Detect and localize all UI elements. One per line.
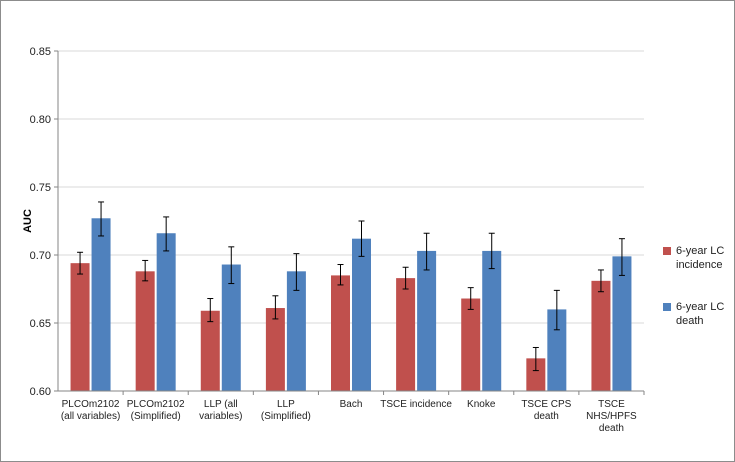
bar-1: [352, 238, 371, 391]
legend-swatch-1: [663, 303, 671, 311]
bar-1: [417, 250, 437, 391]
y-tick-label: 0.75: [30, 182, 51, 194]
x-tick-label-line: (all variables): [61, 411, 120, 422]
bar-0: [135, 271, 155, 391]
bar-0: [461, 298, 481, 391]
bar-1: [91, 218, 111, 391]
legend-label-line: 6-year LC: [676, 301, 724, 313]
x-tick-label-line: LLP: [277, 399, 295, 410]
x-tick-label: TSCE incidence: [380, 399, 452, 410]
x-tick-label-line: PLCOm2102: [127, 399, 185, 410]
legend-label-line: 6-year LC: [676, 245, 724, 257]
x-tick-label-line: PLCOm2102: [62, 399, 120, 410]
bar-1: [156, 233, 176, 391]
x-tick-label-line: Knoke: [467, 399, 496, 410]
legend-label-1: 6-year LC death: [676, 301, 724, 327]
bar-0: [265, 308, 285, 391]
bars: [70, 218, 632, 391]
y-tick-label: 0.65: [30, 318, 51, 330]
x-tick-label-line: (Simplified): [261, 411, 311, 422]
x-tick-label-line: death: [599, 423, 624, 434]
legend-label-line: incidence: [676, 259, 722, 271]
x-tick-label-line: TSCE CPS: [521, 399, 571, 410]
legend: 6-year LC incidence 6-year LC death: [663, 245, 724, 327]
legend-swatch-0: [663, 247, 671, 255]
bar-1: [221, 264, 241, 391]
bar-1: [482, 250, 502, 391]
x-tick-label-line: Bach: [340, 399, 363, 410]
bar-0: [70, 263, 90, 391]
x-tick-label: LLP (Simplified): [261, 399, 311, 422]
x-tick-label: TSCE CPS death: [521, 399, 571, 422]
y-axis-label: AUC: [22, 209, 34, 233]
x-tick-label-line: variables): [199, 411, 242, 422]
legend-label-0: 6-year LC incidence: [676, 245, 724, 271]
x-tick-label: TSCE NHS/HPFS death: [586, 399, 637, 434]
y-tick-label: 0.85: [30, 46, 51, 58]
legend-label-line: death: [676, 315, 704, 327]
y-tick-label: 0.80: [30, 114, 51, 126]
bar-0: [591, 280, 611, 391]
bar-1: [547, 309, 567, 391]
axes: [54, 50, 645, 395]
gridlines: [58, 50, 644, 324]
bar-0: [331, 275, 350, 391]
x-tick-label-line: LLP (all: [204, 399, 238, 410]
x-tick-label-line: death: [534, 411, 559, 422]
x-tick-label: PLCOm2102 (Simplified): [127, 399, 185, 422]
x-tick-label-line: (Simplified): [131, 411, 181, 422]
bar-1: [286, 271, 306, 391]
x-tick-label: PLCOm2102 (all variables): [61, 399, 120, 422]
x-tick-label: Knoke: [467, 399, 496, 410]
y-tick-label: 0.60: [30, 386, 51, 398]
y-tick-label: 0.70: [30, 250, 51, 262]
error-bars: [77, 201, 625, 372]
bar-0: [200, 310, 220, 391]
x-tick-label-line: NHS/HPFS: [586, 411, 637, 422]
bar-0: [396, 278, 416, 391]
x-tick-label: Bach: [340, 399, 363, 410]
x-tick-label: LLP (all variables): [199, 399, 242, 422]
bar-1: [612, 256, 632, 391]
bar-0: [526, 358, 546, 391]
x-tick-label-line: TSCE incidence: [380, 399, 452, 410]
x-tick-label-line: TSCE: [598, 399, 625, 410]
